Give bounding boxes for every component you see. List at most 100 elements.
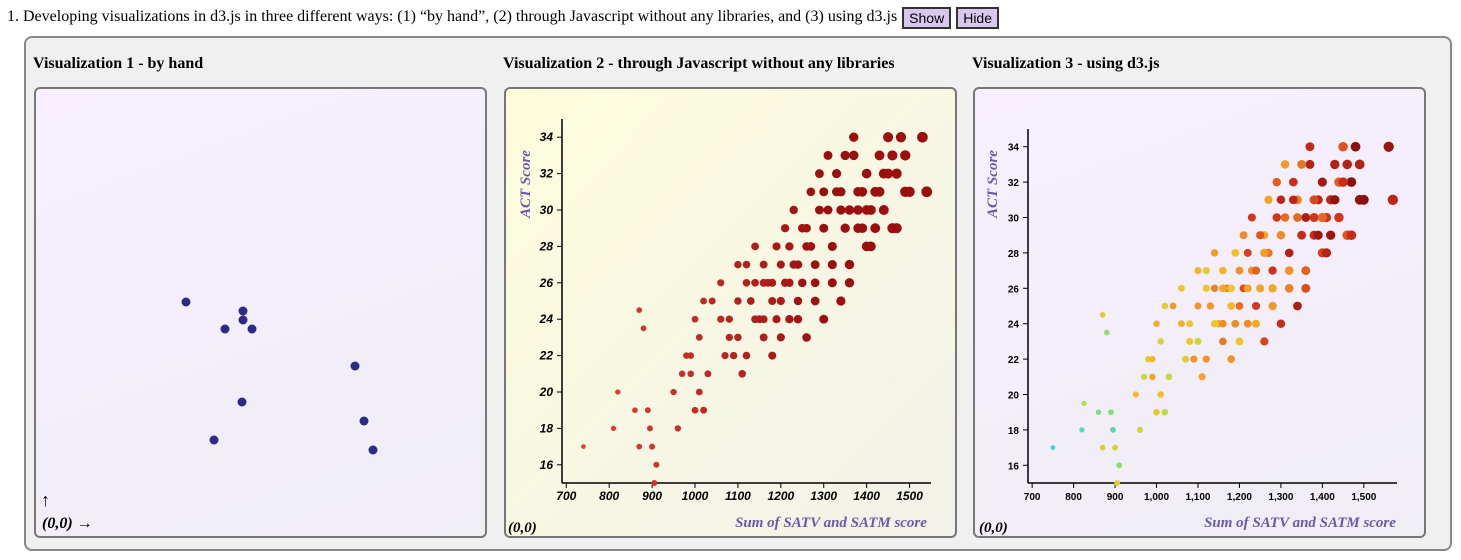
vis3-point: [1050, 445, 1056, 451]
vis2-point: [768, 296, 777, 306]
vis3-point: [1256, 231, 1265, 240]
vis1-up-arrow: ↑: [41, 490, 50, 510]
section-heading: 1. Developing visualizations in d3.js in…: [7, 7, 999, 29]
vis3-point: [1112, 444, 1118, 451]
vis2-point: [615, 389, 621, 395]
vis3-point: [1177, 320, 1185, 328]
vis2-point: [866, 241, 876, 252]
vis2-point: [853, 205, 863, 215]
vis2-point: [810, 260, 820, 269]
vis3-point: [1276, 319, 1286, 328]
vis3-x-tick-label: 700: [1024, 492, 1041, 503]
vis2-point: [815, 169, 824, 179]
vis3-point: [1268, 266, 1277, 275]
vis3-point: [1219, 284, 1227, 293]
vis3-point: [1313, 230, 1323, 240]
vis1-scatter: ↑ (0,0) →: [41, 297, 378, 532]
vis2-point: [802, 242, 811, 251]
vis3-point: [1284, 283, 1294, 293]
vis3-point: [1346, 230, 1357, 241]
vis2-point: [695, 334, 703, 341]
vis3-point: [1231, 249, 1240, 257]
vis3-point: [1194, 302, 1202, 310]
vis2-point: [742, 260, 751, 269]
vis3-point: [1161, 302, 1169, 310]
vis2-x-tick-label: 1300: [810, 489, 837, 503]
vis3-y-axis-label: ACT Score: [985, 150, 1001, 219]
vis2-point: [810, 296, 820, 306]
vis3-point: [1284, 266, 1294, 275]
vis2-point: [857, 223, 868, 234]
vis3-point: [1387, 194, 1399, 205]
vis3-x-axis-label: Sum of SATV and SATM score: [1204, 515, 1396, 531]
vis3-point: [1280, 213, 1290, 222]
vis2-point: [883, 132, 894, 143]
vis3-point: [1169, 302, 1177, 310]
vis2-point: [687, 370, 695, 378]
vis1-point: [220, 324, 230, 334]
vis2-point: [823, 150, 833, 160]
vis2-point: [651, 480, 658, 486]
vis3-y-tick-label: 20: [1008, 391, 1020, 402]
vis3-point: [1334, 212, 1344, 223]
vis2-point: [861, 205, 872, 215]
vis1-point: [238, 306, 248, 316]
vis3-point: [1149, 355, 1156, 363]
vis3-point: [1099, 312, 1106, 318]
vis3-point: [1284, 248, 1294, 258]
vis2-y-tick-label: 24: [539, 312, 554, 326]
vis3-point: [1235, 266, 1244, 275]
vis3-point: [1227, 284, 1236, 293]
vis3-point: [1108, 409, 1114, 416]
vis2-point: [819, 314, 829, 324]
vis3-point: [1202, 355, 1210, 363]
vis3-y-tick-label: 18: [1008, 426, 1020, 437]
vis2-point: [768, 351, 777, 360]
vis2-point: [708, 297, 716, 305]
vis2-point: [819, 223, 829, 233]
vis2-point: [870, 223, 881, 234]
vis3-point: [1288, 195, 1298, 205]
vis2-point: [819, 187, 829, 197]
vis3-point: [1358, 194, 1369, 205]
vis3-point: [1251, 319, 1261, 328]
vis2-point: [678, 370, 686, 378]
vis3-point: [1330, 159, 1340, 170]
vis3-y-tick-label: 16: [1008, 461, 1020, 472]
vis2-x-tick-label: 900: [642, 489, 662, 503]
vis2-point: [700, 406, 708, 414]
vis3-point: [1202, 284, 1210, 292]
vis3-x-tick-label: 1,500: [1351, 492, 1376, 503]
vis3-point: [1206, 302, 1215, 310]
vis2-point: [849, 132, 859, 142]
vis2-point: [687, 352, 695, 359]
hide-button[interactable]: Hide: [956, 7, 999, 29]
vis3-x-tick-label: 1,200: [1227, 492, 1252, 503]
vis3-point: [1264, 195, 1273, 204]
vis3-x-tick-label: 1,400: [1310, 492, 1335, 503]
vis2-point: [670, 388, 677, 396]
vis2-point: [827, 241, 837, 251]
vis3-point: [1198, 373, 1206, 381]
vis3-point: [1305, 159, 1315, 169]
vis2-y-tick-label: 26: [539, 276, 554, 290]
show-button[interactable]: Show: [902, 7, 952, 29]
vis2-point: [691, 315, 699, 323]
vis2-point: [759, 333, 768, 342]
vis2-point: [742, 351, 751, 360]
vis2-y-tick-label: 28: [539, 239, 554, 253]
vis3-point: [1260, 248, 1269, 258]
vis3-point: [1338, 141, 1348, 152]
vis2-point: [836, 205, 846, 215]
vis2-point: [610, 425, 617, 432]
vis2-point: [644, 407, 651, 414]
vis3-point: [1268, 301, 1277, 311]
vis2-point: [785, 278, 794, 287]
vis2-point: [793, 260, 803, 269]
vis2-title: Visualization 2 - through Javascript wit…: [503, 55, 895, 72]
vis3-point: [1153, 320, 1160, 327]
vis1-title: Visualization 1 - by hand: [33, 55, 204, 72]
vis3-y-tick-label: 32: [1008, 178, 1020, 189]
vis2-point: [632, 407, 638, 414]
vis2-point: [704, 370, 712, 378]
